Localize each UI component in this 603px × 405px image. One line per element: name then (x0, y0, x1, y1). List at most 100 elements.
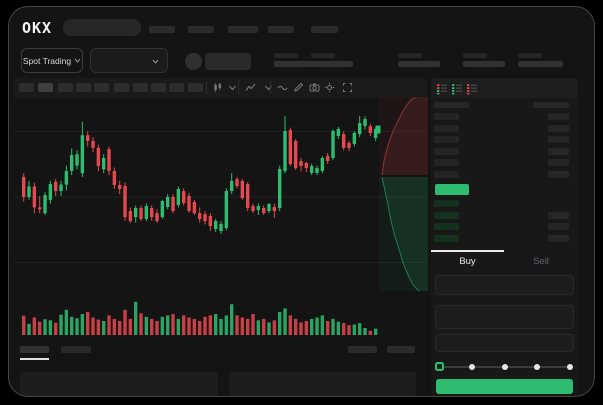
nav-item[interactable] (228, 26, 258, 33)
book-view-both-icon[interactable] (436, 82, 448, 95)
line-tool-icon[interactable] (277, 82, 288, 93)
toolbar-divider (238, 81, 239, 94)
timeframe-button[interactable] (169, 83, 184, 92)
camera-icon[interactable] (309, 82, 320, 93)
ask-amount-bar (548, 124, 569, 132)
order-book-header-price (434, 102, 469, 108)
stat-label (463, 53, 487, 58)
bid-amount-bar (548, 234, 569, 242)
slider-stop[interactable] (567, 364, 573, 370)
bottom-panel-right (229, 372, 416, 396)
ask-price-bar (434, 124, 459, 132)
bid-price-bar (434, 234, 459, 242)
ask-row[interactable] (431, 171, 578, 179)
ask-amount-bar (548, 136, 569, 144)
tab-sell[interactable]: Sell (533, 256, 549, 267)
okx-logo: OKX (22, 19, 53, 37)
slider-stop[interactable] (534, 364, 541, 370)
bottom-tab[interactable] (61, 346, 91, 353)
chevron-down-icon (74, 58, 81, 63)
settings-gear-icon[interactable] (324, 82, 335, 93)
chart-type-icon[interactable] (245, 82, 256, 93)
ask-price-bar (434, 171, 459, 178)
ask-row[interactable] (431, 113, 578, 121)
bid-price-bar (434, 223, 459, 231)
candlestick-chart[interactable] (13, 97, 428, 343)
timeframe-button[interactable] (133, 83, 148, 92)
bottom-action[interactable] (387, 346, 415, 353)
total-input[interactable] (435, 334, 574, 352)
price-input[interactable] (435, 275, 574, 295)
stat-label (274, 53, 298, 58)
ask-row[interactable] (431, 147, 578, 156)
timeframe-button[interactable] (188, 83, 203, 92)
pair-name-placeholder[interactable] (205, 53, 251, 70)
slider-stop[interactable] (468, 364, 475, 370)
timeframe-button[interactable] (114, 83, 129, 92)
bottom-tab-active[interactable] (20, 346, 49, 353)
draw-tool-icon[interactable] (293, 82, 304, 93)
ask-price-bar (434, 113, 459, 120)
stat-label (518, 53, 542, 58)
amount-input[interactable] (435, 305, 574, 329)
ask-row[interactable] (431, 124, 578, 133)
timeframe-button[interactable] (76, 83, 91, 92)
chevron-down-icon[interactable] (263, 82, 274, 93)
order-book-panel: Buy Sell (431, 78, 578, 396)
last-price-tag (375, 125, 381, 134)
stat-value (398, 61, 440, 67)
bottom-panel-left (20, 372, 218, 396)
timeframe-button[interactable] (151, 83, 166, 92)
buy-submit-button[interactable] (436, 379, 573, 394)
bid-amount-bar (548, 223, 569, 231)
nav-item[interactable] (268, 26, 294, 33)
nav-item[interactable] (149, 26, 175, 33)
stat-value (463, 61, 505, 67)
stat-value (518, 61, 563, 67)
last-price-row[interactable] (435, 184, 469, 195)
stat-value (274, 61, 316, 67)
ask-amount-bar (548, 113, 569, 120)
chevron-down-icon (152, 59, 159, 64)
timeframe-button-active[interactable] (38, 83, 53, 92)
market-mode-label: Spot Trading (22, 55, 72, 66)
nav-item[interactable] (311, 26, 338, 33)
search-input[interactable] (63, 19, 141, 36)
slider-handle[interactable] (434, 362, 444, 371)
bid-price-bar (434, 211, 459, 219)
stat-value (311, 61, 353, 67)
timeframe-button[interactable] (19, 83, 34, 92)
ask-amount-bar (548, 159, 569, 167)
timeframe-button[interactable] (58, 83, 73, 92)
order-book-header-amount (533, 102, 569, 108)
ask-amount-bar (548, 171, 569, 178)
stat-label (398, 53, 422, 58)
toolbar-divider (206, 81, 207, 94)
token-avatar[interactable] (185, 53, 202, 70)
ask-row[interactable] (431, 136, 578, 144)
nav-item[interactable] (188, 26, 214, 33)
app-window: OKX Spot Trading (8, 6, 595, 397)
bid-row[interactable] (431, 200, 578, 208)
fullscreen-icon[interactable] (342, 82, 353, 93)
ask-row[interactable] (431, 159, 578, 167)
bottom-action[interactable] (348, 346, 377, 353)
ask-price-bar (434, 136, 459, 144)
bottom-tab-indicator (20, 358, 49, 360)
market-mode-selector[interactable]: Spot Trading (21, 48, 83, 73)
ask-price-bar (434, 147, 459, 155)
active-tab-indicator (431, 250, 504, 252)
ask-price-bar (434, 159, 459, 167)
chevron-down-icon[interactable] (227, 82, 238, 93)
slider-stop[interactable] (501, 364, 508, 370)
bid-row[interactable] (431, 223, 578, 231)
tab-buy[interactable]: Buy (459, 256, 476, 267)
interval-icon[interactable] (212, 82, 223, 93)
timeframe-button[interactable] (94, 83, 109, 92)
book-view-asks-icon[interactable] (466, 82, 478, 95)
toolbar-divider (270, 81, 271, 94)
bid-row[interactable] (431, 211, 578, 220)
book-view-bids-icon[interactable] (451, 82, 463, 95)
pair-selector[interactable] (90, 48, 168, 73)
bid-row[interactable] (431, 234, 578, 243)
